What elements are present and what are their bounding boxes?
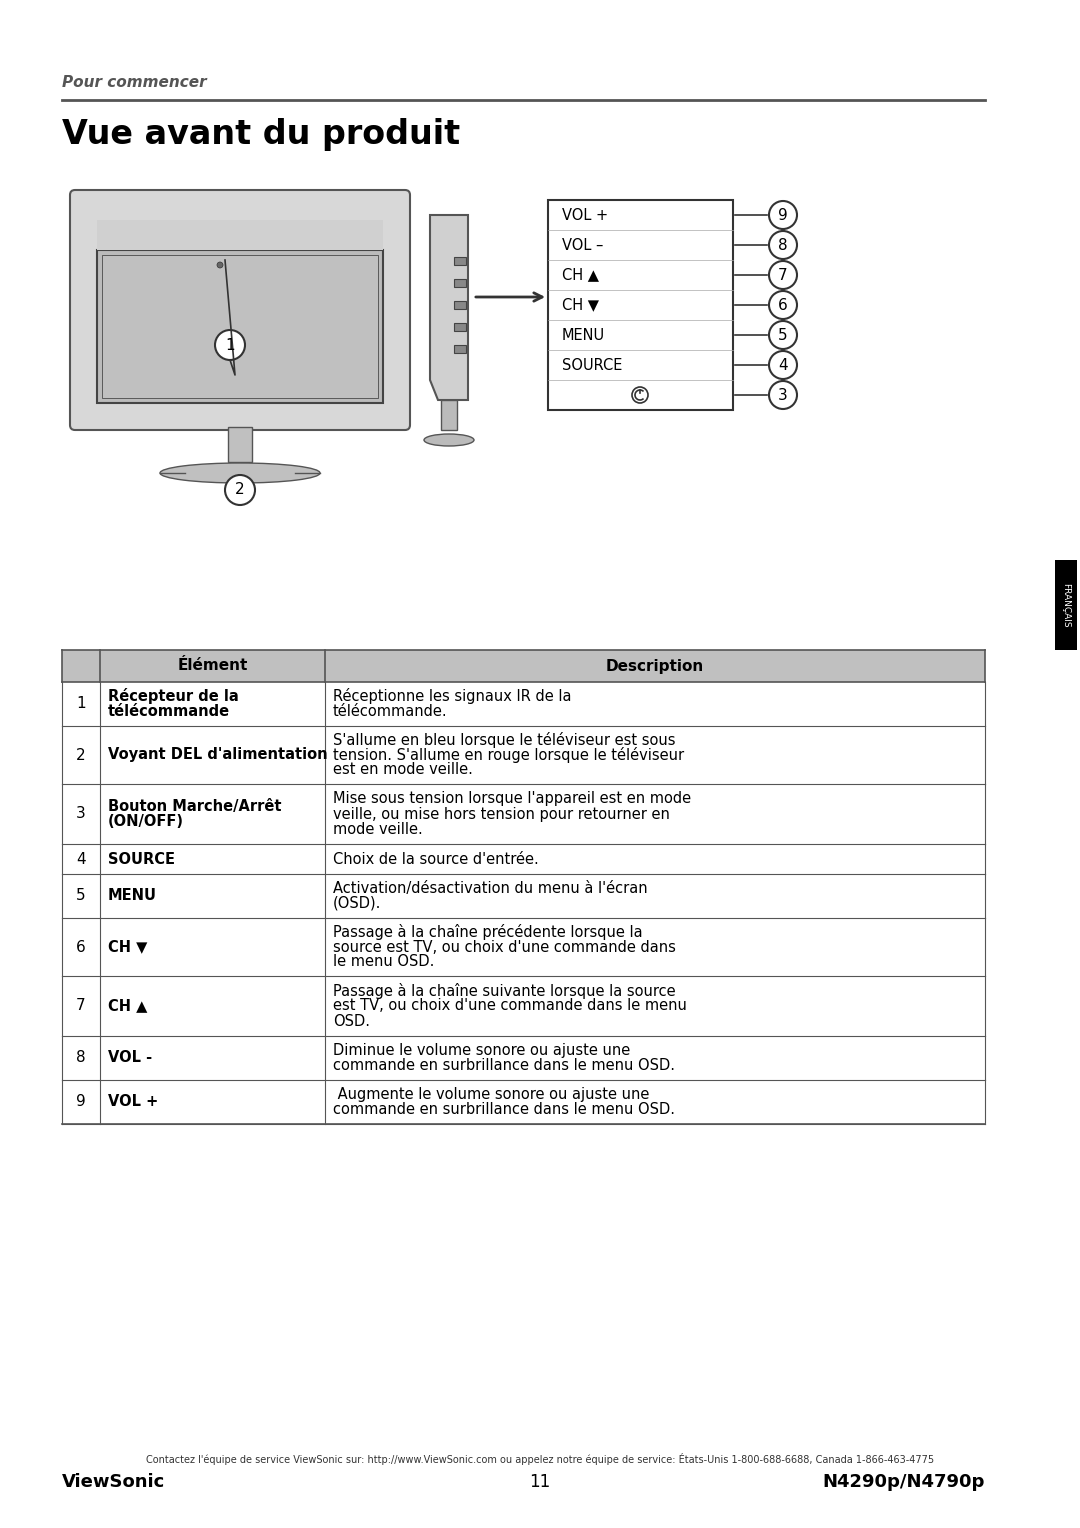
- Text: 4: 4: [77, 851, 85, 866]
- Text: 8: 8: [77, 1051, 85, 1065]
- Text: Contactez l'équipe de service ViewSonic sur: http://www.ViewSonic.com ou appelez: Contactez l'équipe de service ViewSonic …: [146, 1453, 934, 1465]
- Circle shape: [225, 475, 255, 504]
- Bar: [548, 200, 733, 410]
- Text: VOL +: VOL +: [562, 208, 608, 223]
- Text: 5: 5: [779, 327, 787, 342]
- Bar: [454, 301, 465, 309]
- Text: (ON/OFF): (ON/OFF): [108, 814, 184, 830]
- Text: tension. S'allume en rouge lorsque le téléviseur: tension. S'allume en rouge lorsque le té…: [333, 747, 684, 762]
- Text: SOURCE: SOURCE: [108, 851, 175, 866]
- Text: Récepteur de la: Récepteur de la: [108, 689, 239, 704]
- Circle shape: [769, 351, 797, 379]
- Bar: [454, 345, 465, 353]
- Polygon shape: [430, 215, 468, 400]
- Text: 6: 6: [778, 298, 788, 313]
- Ellipse shape: [424, 434, 474, 446]
- Text: source est TV, ou choix d'une commande dans: source est TV, ou choix d'une commande d…: [333, 940, 676, 955]
- Text: Augmente le volume sonore ou ajuste une: Augmente le volume sonore ou ajuste une: [333, 1086, 649, 1102]
- Circle shape: [632, 387, 648, 403]
- Bar: [97, 251, 383, 403]
- Text: ViewSonic: ViewSonic: [62, 1473, 165, 1491]
- Text: 5: 5: [77, 888, 85, 903]
- Text: 9: 9: [778, 208, 788, 223]
- Text: OSD.: OSD.: [333, 1013, 370, 1028]
- Text: 2: 2: [235, 483, 245, 498]
- Text: Bouton Marche/Arrêt: Bouton Marche/Arrêt: [108, 799, 282, 814]
- Text: commande en surbrillance dans le menu OSD.: commande en surbrillance dans le menu OS…: [333, 1057, 675, 1073]
- Text: (OSD).: (OSD).: [333, 895, 381, 911]
- FancyBboxPatch shape: [70, 189, 410, 429]
- Text: 7: 7: [779, 267, 787, 283]
- Text: 1: 1: [77, 697, 85, 712]
- Circle shape: [769, 231, 797, 260]
- Text: 11: 11: [529, 1473, 551, 1491]
- Text: N4290p/N4790p: N4290p/N4790p: [823, 1473, 985, 1491]
- Text: 7: 7: [77, 998, 85, 1013]
- Text: CH ▲: CH ▲: [562, 267, 599, 283]
- Text: Réceptionne les signaux IR de la: Réceptionne les signaux IR de la: [333, 689, 571, 704]
- Text: VOL -: VOL -: [108, 1051, 152, 1065]
- Text: FRANÇAIS: FRANÇAIS: [1062, 582, 1070, 628]
- Text: commande en surbrillance dans le menu OSD.: commande en surbrillance dans le menu OS…: [333, 1102, 675, 1117]
- Text: 2: 2: [77, 747, 85, 762]
- Text: Activation/désactivation du menu à l'écran: Activation/désactivation du menu à l'écr…: [333, 882, 648, 895]
- Bar: [454, 322, 465, 332]
- Circle shape: [769, 261, 797, 289]
- Text: télécommande.: télécommande.: [333, 704, 447, 720]
- Text: 8: 8: [779, 237, 787, 252]
- Circle shape: [769, 290, 797, 319]
- Text: Passage à la chaîne précédente lorsque la: Passage à la chaîne précédente lorsque l…: [333, 924, 643, 940]
- Text: Vue avant du produit: Vue avant du produit: [62, 118, 460, 151]
- Text: 6: 6: [76, 940, 86, 955]
- Text: VOL +: VOL +: [108, 1094, 159, 1109]
- Text: 3: 3: [778, 388, 788, 402]
- Text: télécommande: télécommande: [108, 704, 230, 720]
- Text: MENU: MENU: [562, 327, 605, 342]
- Text: est TV, ou choix d'une commande dans le menu: est TV, ou choix d'une commande dans le …: [333, 998, 687, 1013]
- Circle shape: [769, 202, 797, 229]
- Text: le menu OSD.: le menu OSD.: [333, 955, 434, 969]
- Text: Passage à la chaîne suivante lorsque la source: Passage à la chaîne suivante lorsque la …: [333, 983, 676, 999]
- Text: Pour commencer: Pour commencer: [62, 75, 206, 90]
- Text: 4: 4: [779, 358, 787, 373]
- Text: SOURCE: SOURCE: [562, 358, 622, 373]
- Circle shape: [215, 330, 245, 361]
- Text: MENU: MENU: [108, 888, 157, 903]
- Circle shape: [769, 380, 797, 410]
- Text: 1: 1: [226, 338, 234, 353]
- Bar: [454, 257, 465, 264]
- Text: Voyant DEL d'alimentation: Voyant DEL d'alimentation: [108, 747, 327, 762]
- Text: S'allume en bleu lorsque le téléviseur est sous: S'allume en bleu lorsque le téléviseur e…: [333, 732, 675, 749]
- Text: CH ▼: CH ▼: [562, 298, 599, 313]
- Text: veille, ou mise hors tension pour retourner en: veille, ou mise hors tension pour retour…: [333, 807, 670, 822]
- Text: 3: 3: [76, 807, 86, 822]
- Text: CH ▲: CH ▲: [108, 998, 147, 1013]
- Bar: [1055, 559, 1077, 649]
- Text: Élément: Élément: [177, 659, 247, 674]
- Text: VOL –: VOL –: [562, 237, 604, 252]
- Text: Description: Description: [606, 659, 704, 674]
- Text: CH ▼: CH ▼: [108, 940, 147, 955]
- Text: Diminue le volume sonore ou ajuste une: Diminue le volume sonore ou ajuste une: [333, 1044, 631, 1057]
- Circle shape: [769, 321, 797, 348]
- Text: Choix de la source d'entrée.: Choix de la source d'entrée.: [333, 851, 539, 866]
- Circle shape: [217, 261, 222, 267]
- Bar: [228, 426, 252, 461]
- Ellipse shape: [160, 463, 320, 483]
- Bar: [62, 649, 985, 681]
- Text: Mise sous tension lorsque l'appareil est en mode: Mise sous tension lorsque l'appareil est…: [333, 792, 691, 807]
- Bar: [97, 220, 383, 251]
- Bar: [441, 400, 457, 429]
- Bar: [102, 255, 378, 397]
- Text: mode veille.: mode veille.: [333, 822, 422, 836]
- Bar: [454, 280, 465, 287]
- Text: est en mode veille.: est en mode veille.: [333, 762, 473, 778]
- Text: 9: 9: [76, 1094, 86, 1109]
